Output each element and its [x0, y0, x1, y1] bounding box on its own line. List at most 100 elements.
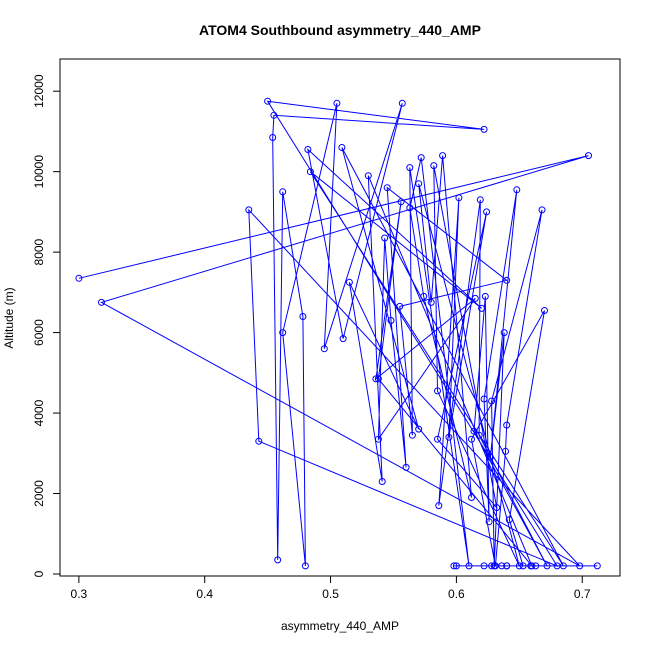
- data-point: [279, 188, 287, 196]
- data-point: [301, 562, 309, 570]
- data-point: [450, 562, 458, 570]
- data-point: [98, 298, 105, 306]
- data-point: [406, 164, 414, 172]
- data-point: [299, 313, 307, 320]
- data-point: [245, 206, 253, 214]
- data-point: [378, 478, 386, 485]
- data-point: [435, 502, 443, 510]
- data-point: [493, 504, 501, 512]
- data-point: [434, 435, 441, 443]
- data-point: [269, 134, 277, 141]
- data-point: [415, 180, 423, 188]
- x-tick-label: 0.4: [196, 587, 213, 601]
- data-point: [374, 375, 382, 383]
- data-point: [396, 302, 404, 310]
- data-point: [402, 463, 410, 471]
- data-point: [338, 144, 346, 151]
- data-point: [408, 431, 416, 439]
- data-point: [519, 562, 527, 570]
- data-point: [559, 562, 567, 570]
- data-point: [333, 99, 341, 107]
- data-point: [468, 435, 475, 443]
- data-point: [488, 562, 496, 570]
- y-axis: 0 2000 4000 6000 8000 10000 12000: [32, 74, 61, 577]
- data-point: [503, 421, 511, 429]
- x-tick-label: 0.6: [448, 587, 465, 601]
- data-point: [503, 562, 511, 570]
- y-tick-label: 4000: [32, 399, 46, 426]
- y-tick-label: 8000: [32, 238, 46, 265]
- data-point: [471, 294, 479, 302]
- data-point: [381, 234, 389, 242]
- data-point: [543, 562, 551, 570]
- data-point: [339, 335, 347, 343]
- data-point: [465, 562, 473, 570]
- data-point: [532, 562, 540, 570]
- data-point: [387, 317, 395, 324]
- x-axis: 0.3 0.4 0.5 0.6 0.7: [71, 575, 591, 601]
- data-point: [527, 562, 535, 570]
- data-point: [364, 172, 372, 180]
- data-point: [320, 345, 328, 353]
- data-point: [374, 435, 382, 443]
- data-point: [502, 447, 509, 455]
- data-point: [498, 562, 506, 570]
- data-point: [417, 154, 425, 162]
- data-point: [264, 97, 272, 105]
- data-point: [505, 516, 513, 524]
- data-point: [445, 433, 453, 441]
- x-axis-label: asymmetry_440_AMP: [281, 619, 399, 633]
- data-point: [538, 206, 546, 214]
- data-point: [420, 292, 428, 300]
- y-tick-label: 2000: [32, 480, 46, 507]
- data-point: [476, 196, 484, 204]
- data-point: [274, 556, 282, 564]
- data-point: [486, 453, 494, 461]
- data-point: [488, 397, 496, 405]
- data-point: [480, 125, 488, 133]
- data-point: [255, 437, 263, 445]
- data-point: [398, 99, 406, 107]
- data-point: [478, 304, 486, 312]
- data-point: [452, 562, 460, 570]
- data-point: [576, 562, 584, 570]
- data-point: [470, 427, 478, 435]
- data-point: [306, 168, 314, 176]
- y-tick-label: 10000: [32, 155, 46, 189]
- data-point: [439, 152, 447, 160]
- data-point: [468, 494, 475, 501]
- data-point: [397, 198, 405, 206]
- x-tick-label: 0.3: [71, 587, 88, 601]
- data-point: [427, 298, 435, 306]
- x-tick-label: 0.7: [574, 587, 591, 601]
- y-tick-label: 12000: [32, 74, 46, 108]
- data-point: [383, 184, 391, 192]
- y-tick-label: 6000: [32, 319, 46, 346]
- data-point: [475, 431, 483, 439]
- plot-frame: [59, 58, 621, 577]
- series-layer: [75, 97, 601, 570]
- data-point: [541, 307, 548, 314]
- data-point: [515, 562, 523, 570]
- data-point: [415, 425, 423, 433]
- data-point: [270, 111, 278, 119]
- data-point: [481, 292, 489, 300]
- data-point: [480, 395, 488, 403]
- data-point: [279, 329, 287, 337]
- y-tick-label: 0: [32, 570, 46, 577]
- data-point: [406, 204, 414, 212]
- data-point: [75, 274, 83, 282]
- data-point: [513, 186, 521, 194]
- data-point: [304, 146, 312, 153]
- chart-title: ATOM4 Southbound asymmetry_440_AMP: [199, 22, 481, 38]
- data-point: [593, 562, 601, 570]
- data-point: [585, 152, 592, 160]
- data-point: [483, 208, 491, 216]
- series-line: [78, 100, 598, 567]
- data-point: [430, 162, 438, 170]
- data-point: [480, 562, 488, 570]
- y-axis-label: Altitude (m): [2, 287, 16, 348]
- x-tick-label: 0.5: [322, 587, 339, 601]
